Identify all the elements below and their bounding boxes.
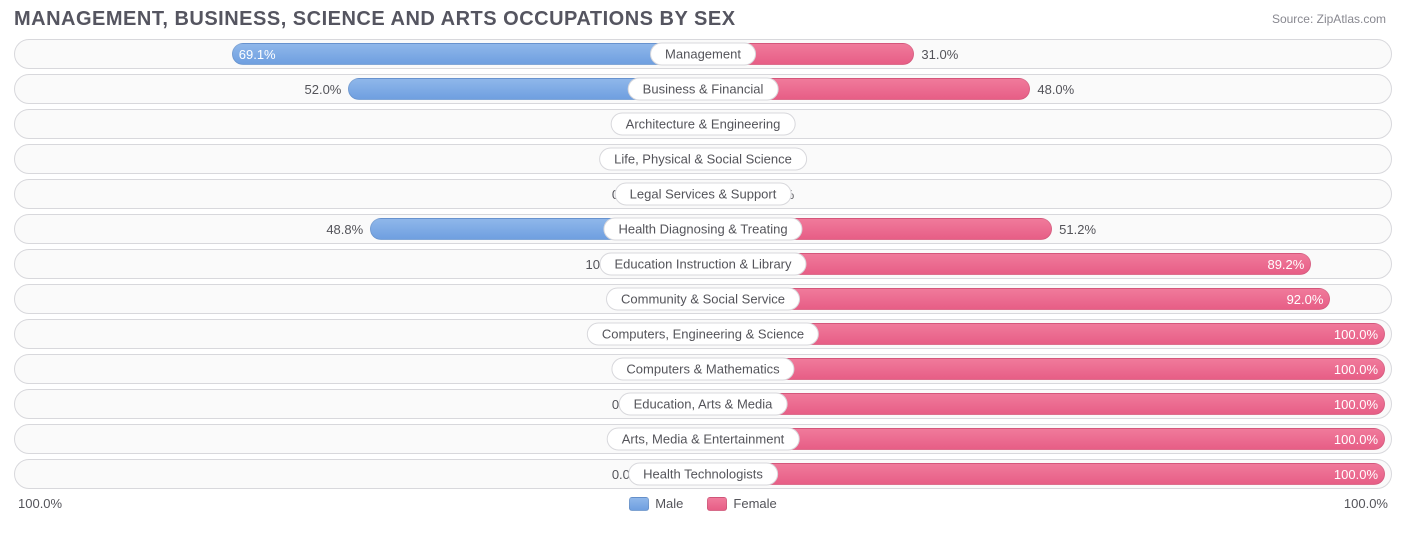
female-half: 100.0%	[703, 390, 1391, 418]
category-pill: Computers, Engineering & Science	[587, 323, 819, 346]
male-pct-label: 52.0%	[305, 79, 350, 99]
bar-rows-area: 69.1% 31.0% Management 52.0% 48.0% Business &…	[12, 35, 1394, 489]
bar-row: 0.0% 100.0% Arts, Media & Entertainment	[14, 424, 1392, 454]
bar-row: 52.0% 48.0% Business & Financial	[14, 74, 1392, 104]
category-pill: Management	[650, 43, 756, 66]
legend-female-label: Female	[733, 496, 776, 511]
female-pct-label: 31.0%	[913, 44, 958, 64]
female-pct-label: 51.2%	[1051, 219, 1096, 239]
source-name: ZipAtlas.com	[1317, 12, 1386, 26]
male-half: 52.0%	[15, 75, 703, 103]
female-pct-label: 100.0%	[1334, 394, 1378, 414]
category-pill: Business & Financial	[628, 78, 779, 101]
bar-row: 0.0% 100.0% Computers & Mathematics	[14, 354, 1392, 384]
category-pill: Health Technologists	[628, 463, 778, 486]
male-half: 69.1%	[15, 40, 703, 68]
female-bar: 100.0%	[703, 393, 1385, 415]
chart-title: MANAGEMENT, BUSINESS, SCIENCE AND ARTS O…	[14, 8, 736, 31]
male-half: 0.0%	[15, 425, 703, 453]
category-pill: Arts, Media & Entertainment	[607, 428, 800, 451]
male-half: 0.0%	[15, 390, 703, 418]
bar-row: 0.0% 100.0% Health Technologists	[14, 459, 1392, 489]
legend-female: Female	[707, 496, 776, 511]
male-half: 0.0%	[15, 460, 703, 488]
female-half: 100.0%	[703, 355, 1391, 383]
female-bar: 100.0%	[703, 463, 1385, 485]
category-pill: Community & Social Service	[606, 288, 800, 311]
male-half: 8.0%	[15, 285, 703, 313]
category-pill: Education, Arts & Media	[619, 393, 788, 416]
male-pct-label: 69.1%	[239, 44, 276, 64]
male-half: 0.0%	[15, 110, 703, 138]
legend-male-label: Male	[655, 496, 683, 511]
female-half: 51.2%	[703, 215, 1391, 243]
bar-row: 69.1% 31.0% Management	[14, 39, 1392, 69]
category-pill: Life, Physical & Social Science	[599, 148, 807, 171]
female-half: 31.0%	[703, 40, 1391, 68]
chart-footer: 100.0% Male Female 100.0%	[12, 494, 1394, 511]
bar-row: 0.0%100.0%Computers, Engineering & Scien…	[14, 319, 1392, 349]
female-pct-label: 89.2%	[1267, 254, 1304, 274]
female-half: 92.0%	[703, 285, 1391, 313]
female-pct-label: 100.0%	[1334, 464, 1378, 484]
female-swatch	[707, 497, 727, 511]
male-swatch	[629, 497, 649, 511]
category-pill: Health Diagnosing & Treating	[603, 218, 802, 241]
category-pill: Computers & Mathematics	[611, 358, 794, 381]
female-half: 100.0%	[703, 460, 1391, 488]
bar-row: 8.0% 92.0% Community & Social Service	[14, 284, 1392, 314]
female-half: 0.0%	[703, 180, 1391, 208]
female-bar: 100.0%	[703, 358, 1385, 380]
female-pct-label: 48.0%	[1029, 79, 1074, 99]
bar-row: 10.8%89.2%Education Instruction & Librar…	[14, 249, 1392, 279]
bar-row: 48.8% 51.2% Health Diagnosing & Treating	[14, 214, 1392, 244]
axis-left-label: 100.0%	[18, 496, 62, 511]
male-half: 48.8%	[15, 215, 703, 243]
female-bar: 100.0%	[703, 428, 1385, 450]
male-half: 0.0%	[15, 355, 703, 383]
bar-row: 0.0%0.0%Legal Services & Support	[14, 179, 1392, 209]
bar-row: 0.0%0.0%Life, Physical & Social Science	[14, 144, 1392, 174]
occupations-by-sex-chart: MANAGEMENT, BUSINESS, SCIENCE AND ARTS O…	[0, 0, 1406, 559]
male-pct-label: 48.8%	[326, 219, 371, 239]
chart-header: MANAGEMENT, BUSINESS, SCIENCE AND ARTS O…	[12, 8, 1394, 35]
bar-row: 0.0% 100.0% Education, Arts & Media	[14, 389, 1392, 419]
female-pct-label: 100.0%	[1334, 429, 1378, 449]
legend: Male Female	[629, 496, 777, 511]
female-pct-label: 100.0%	[1334, 359, 1378, 379]
category-pill: Legal Services & Support	[615, 183, 792, 206]
source-prefix: Source:	[1272, 12, 1317, 26]
bar-row: 0.0%0.0%Architecture & Engineering	[14, 109, 1392, 139]
female-half: 48.0%	[703, 75, 1391, 103]
axis-right-label: 100.0%	[1344, 496, 1388, 511]
category-pill: Architecture & Engineering	[611, 113, 796, 136]
legend-male: Male	[629, 496, 683, 511]
female-half: 100.0%	[703, 425, 1391, 453]
female-half: 0.0%	[703, 110, 1391, 138]
female-pct-label: 100.0%	[1334, 324, 1378, 344]
male-half: 0.0%	[15, 180, 703, 208]
category-pill: Education Instruction & Library	[599, 253, 806, 276]
female-pct-label: 92.0%	[1287, 289, 1324, 309]
source-attribution: Source: ZipAtlas.com	[1272, 8, 1392, 26]
male-bar: 69.1%	[232, 43, 703, 65]
